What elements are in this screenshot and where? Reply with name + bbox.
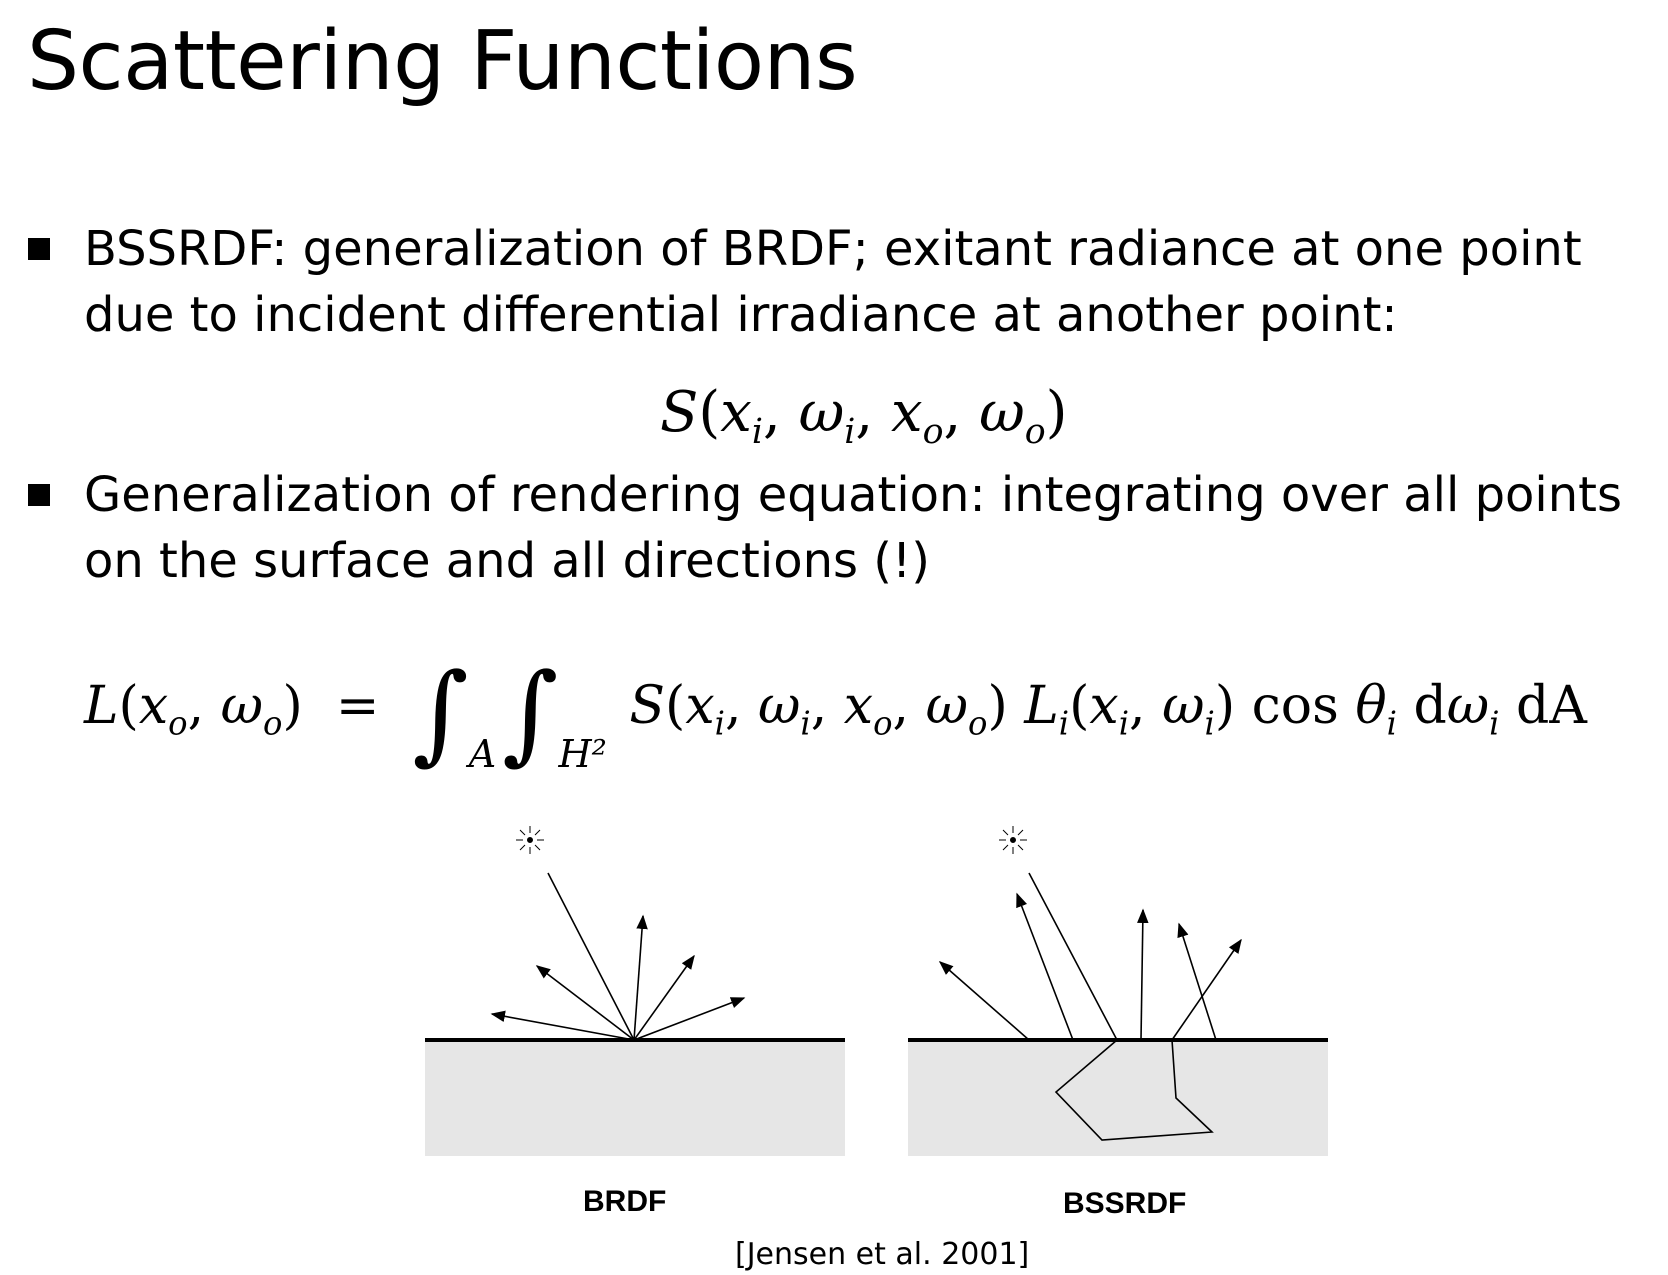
bullet-bssrdf: BSSRDF: generalization of BRDF; exitant … (28, 216, 1648, 348)
brdf-surface (425, 1040, 845, 1156)
bssrdf-equation: S(xi, ωi, xo, ωo) (660, 380, 1068, 453)
bssrdf-label: BSSRDF (1063, 1187, 1187, 1220)
reflected-ray (490, 1010, 635, 1041)
rendering-equation: L(xo, ωo) = ∫A∫H² S(xi, ωi, xo, ωo) Li(x… (84, 651, 1587, 776)
reflected-ray (633, 954, 695, 1041)
exitant-ray (1137, 908, 1149, 1041)
exitant-ray (1177, 922, 1217, 1041)
bullet-square-icon (28, 238, 50, 260)
subsurface-path (1054, 1039, 1214, 1141)
brdf-label: BRDF (583, 1185, 667, 1218)
exitant-ray (938, 961, 1030, 1041)
reflected-ray (633, 997, 746, 1041)
brdf-diagram (425, 826, 845, 1156)
slide-title: Scattering Functions (27, 14, 858, 109)
bullet-text: Generalization of rendering equation: in… (84, 467, 1622, 589)
exitant-ray (1171, 938, 1242, 1041)
bssrdf-diagram (908, 826, 1328, 1156)
reflected-ray (633, 914, 648, 1041)
bullet-square-icon (28, 484, 50, 506)
bssrdf-surface (908, 1040, 1328, 1156)
incident-ray (1028, 872, 1118, 1041)
reflected-ray (535, 965, 635, 1041)
incident-ray (547, 872, 635, 1041)
light-source-icon (516, 826, 544, 854)
citation: [Jensen et al. 2001] (735, 1237, 1030, 1272)
bullet-text: BSSRDF: generalization of BRDF; exitant … (84, 221, 1582, 343)
bullet-rendering-equation: Generalization of rendering equation: in… (28, 462, 1648, 594)
light-source-icon (999, 826, 1027, 854)
exitant-ray (1016, 892, 1074, 1041)
